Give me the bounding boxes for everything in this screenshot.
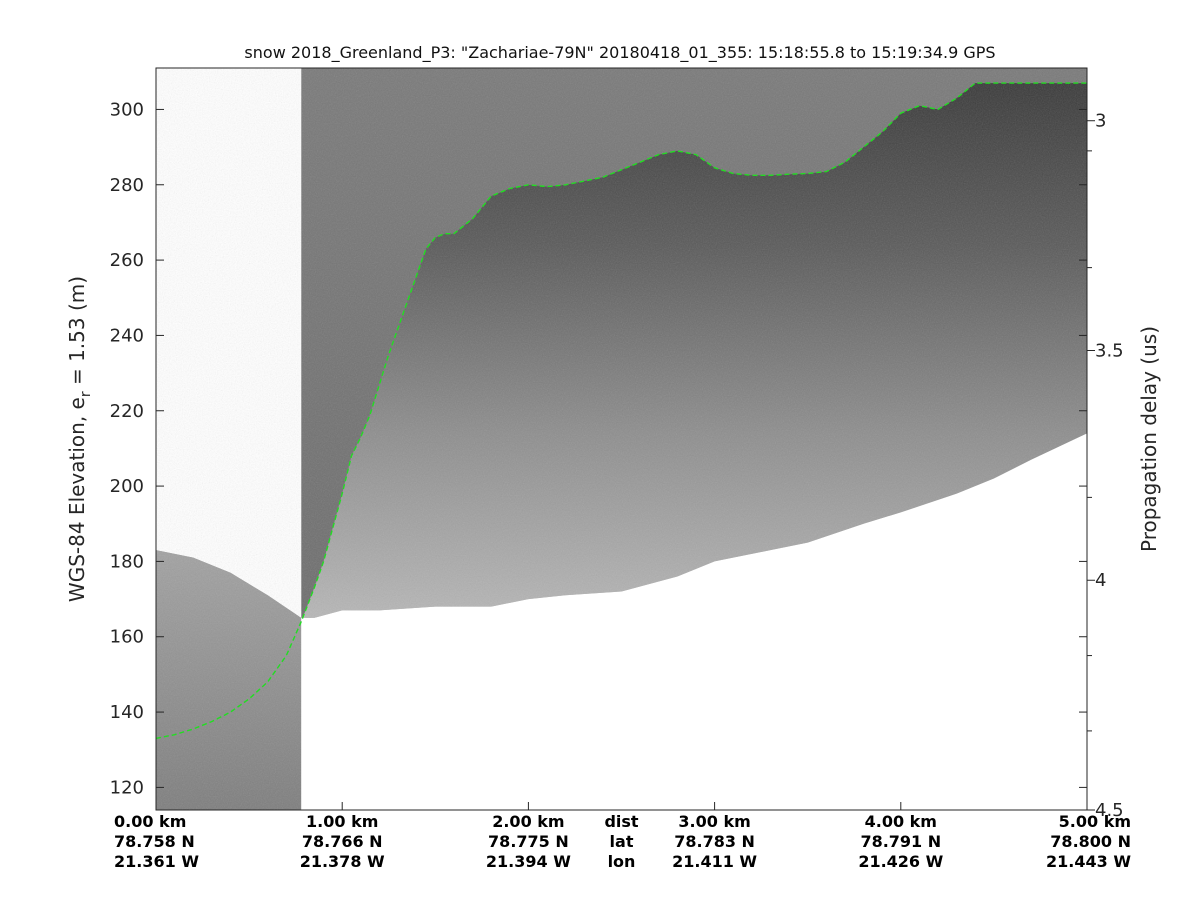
- chart-title: snow 2018_Greenland_P3: "Zachariae-79N" …: [244, 43, 995, 63]
- x-lon-label: 21.361 W: [114, 852, 199, 871]
- y-tick-label: 200: [110, 476, 144, 497]
- y-axis-label: WGS-84 Elevation, er = 1.53 (m): [65, 276, 94, 602]
- plot-frame: [155, 67, 1088, 811]
- x-dist-label: 2.00 km: [492, 812, 564, 831]
- y-tick-label: 260: [110, 250, 144, 271]
- x-dist-label: 3.00 km: [678, 812, 750, 831]
- x-lon-label: 21.443 W: [1046, 852, 1131, 871]
- right-tick-label: 3.5: [1095, 340, 1124, 361]
- left-y-axis: 120 140 160 180 200 220 240 260 280 300: [110, 99, 1087, 798]
- x-dist-label: 5.00 km: [1059, 812, 1131, 831]
- x-lon-label: 21.378 W: [300, 852, 385, 871]
- x-dist-label: 1.00 km: [306, 812, 378, 831]
- right-y-axis: 3 3.5 4 4.5: [1087, 111, 1124, 821]
- right-tick-label: 4: [1095, 570, 1106, 591]
- no-data-region: [301, 433, 1087, 810]
- right-tick-label: 3: [1095, 111, 1106, 132]
- y-tick-label: 120: [110, 777, 144, 798]
- row-label-lat: lat: [610, 832, 634, 851]
- right-y-axis-label: Propagation delay (us): [1137, 326, 1161, 552]
- x-lat-label: 78.775 N: [488, 832, 569, 851]
- x-lon-label: 21.411 W: [672, 852, 757, 871]
- y-tick-label: 140: [110, 702, 144, 723]
- x-lat-label: 78.791 N: [860, 832, 941, 851]
- x-lat-label: 78.800 N: [1050, 832, 1131, 851]
- y-tick-label: 180: [110, 551, 144, 572]
- x-dist-label: 4.00 km: [865, 812, 937, 831]
- plot-area: [156, 68, 1087, 810]
- x-lon-label: 21.426 W: [858, 852, 943, 871]
- x-dist-label: 0.00 km: [114, 812, 186, 831]
- y-tick-label: 240: [110, 325, 144, 346]
- x-lat-label: 78.783 N: [674, 832, 755, 851]
- right-tick-label: 4.5: [1095, 800, 1124, 821]
- x-lat-label: 78.766 N: [302, 832, 383, 851]
- x-lat-label: 78.758 N: [114, 832, 195, 851]
- y-tick-label: 160: [110, 627, 144, 648]
- y-tick-label: 220: [110, 401, 144, 422]
- row-label-dist: dist: [604, 812, 638, 831]
- y-tick-label: 280: [110, 175, 144, 196]
- surface-pick-line: [156, 82, 1087, 740]
- y-tick-label: 300: [110, 99, 144, 120]
- row-label-lon: lon: [608, 852, 636, 871]
- x-lon-label: 21.394 W: [486, 852, 571, 871]
